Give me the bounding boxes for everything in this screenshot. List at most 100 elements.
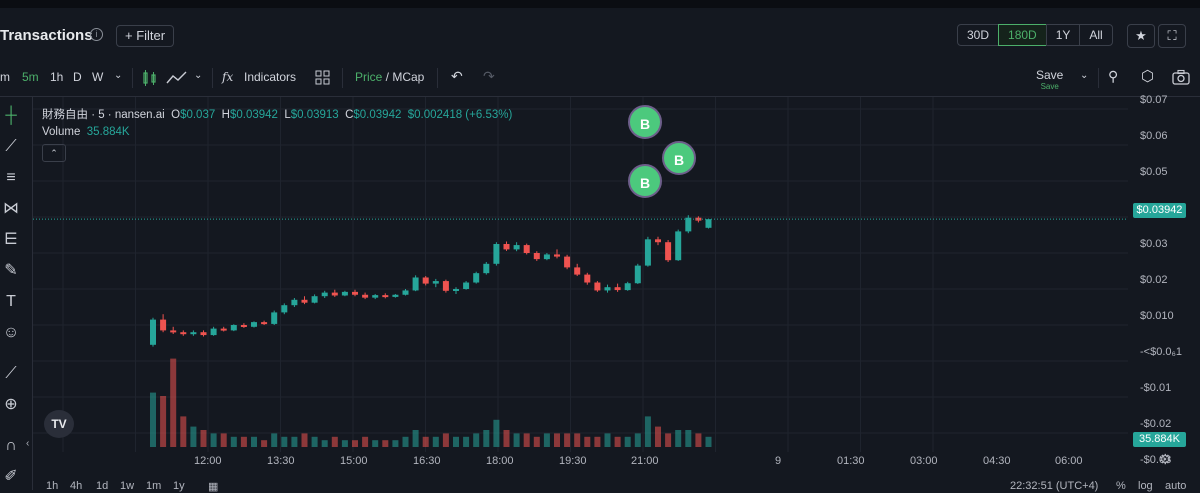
brush-icon[interactable]: ✎ — [4, 262, 18, 279]
price-label: Price — [355, 70, 383, 84]
line-chart-icon[interactable] — [166, 70, 188, 86]
candle — [220, 326, 227, 332]
last-volume-tag: 35.884K — [1133, 432, 1186, 447]
volume-bar — [655, 426, 661, 447]
clock-label[interactable]: 22:32:51 (UTC+4) — [1010, 480, 1099, 492]
calendar-icon[interactable]: ▦ — [208, 481, 219, 493]
buy-marker[interactable]: B — [662, 141, 696, 175]
range-1d-button[interactable]: 1d — [96, 480, 109, 492]
volume-bar — [584, 436, 591, 447]
range-30d-button[interactable]: 30D — [957, 24, 1000, 46]
candle-body — [442, 281, 449, 291]
x-tick: 04:30 — [983, 455, 1011, 467]
candle-body — [705, 219, 712, 228]
candle-body — [271, 312, 278, 324]
horizontal-lines-icon[interactable]: ≡ — [6, 169, 16, 186]
save-button[interactable]: Save Save — [1036, 68, 1063, 91]
save-chevron-icon[interactable]: ⌄ — [1080, 70, 1089, 81]
magnet-icon[interactable]: ∩ — [5, 437, 17, 454]
range-1y-button[interactable]: 1y — [173, 480, 185, 492]
interval-w[interactable]: W — [92, 70, 104, 84]
interval-5m[interactable]: 5m — [22, 70, 39, 84]
divider — [212, 68, 213, 88]
volume-bar — [261, 440, 268, 447]
volume-bar — [220, 433, 227, 447]
volume-bar — [705, 436, 712, 447]
drawing-toolbar: ┼ ⟋ ≡ ⋈ ⋿ ✎ T ☺ ⟋ ⊕ ∩ ✐ — [0, 97, 33, 490]
volume-bar — [463, 436, 470, 447]
range-180d-button[interactable]: 180D — [998, 24, 1047, 46]
star-icon[interactable]: ★ — [1127, 24, 1155, 48]
candle-body — [402, 290, 409, 295]
pattern-icon[interactable]: ⋈ — [3, 200, 19, 217]
candle — [240, 323, 247, 328]
candle — [331, 289, 338, 297]
x-tick: 16:30 — [413, 455, 441, 467]
candle — [230, 324, 237, 332]
candle-body — [584, 274, 591, 283]
candle-body — [422, 277, 429, 284]
y-tick: $0.06 — [1140, 130, 1168, 142]
quick-search-icon[interactable]: ⚲ — [1108, 68, 1119, 84]
candle — [422, 276, 429, 286]
candle — [362, 292, 369, 300]
volume-bar — [150, 392, 156, 447]
range-1y-button[interactable]: 1Y — [1045, 24, 1081, 46]
candle-body — [493, 244, 500, 264]
auto-toggle[interactable]: auto — [1165, 480, 1187, 492]
close-key: C — [345, 109, 354, 121]
candle — [695, 216, 702, 223]
range-4h-button[interactable]: 4h — [70, 480, 83, 492]
trend-line-icon[interactable]: ⟋ — [5, 138, 17, 155]
candles-icon[interactable] — [142, 70, 158, 86]
volume-bar — [210, 433, 217, 447]
ruler-icon[interactable]: ⟋ — [5, 365, 17, 382]
layout-grid-icon[interactable] — [315, 70, 331, 86]
price-mcap-toggle[interactable]: Price / MCap — [355, 70, 424, 84]
tradingview-logo[interactable]: TV — [44, 410, 74, 438]
collapse-toolbar-icon[interactable]: ‹ — [26, 438, 30, 449]
crosshair-icon[interactable]: ┼ — [5, 107, 17, 124]
axis-settings-icon[interactable]: ⚙ — [1159, 451, 1172, 467]
volume-legend: Volume 35.884K — [42, 126, 130, 138]
settings-icon[interactable]: ⬡ — [1141, 68, 1155, 85]
indicators-button[interactable]: Indicators — [244, 70, 297, 84]
zoom-in-icon[interactable]: ⊕ — [4, 396, 18, 413]
chevron-down-icon[interactable]: ⌄ — [114, 70, 123, 81]
candle-body — [251, 322, 257, 327]
volume-bar — [230, 436, 237, 447]
price-chart[interactable] — [33, 97, 1133, 452]
text-icon[interactable]: T — [6, 293, 16, 310]
chart-type-chevron-icon[interactable]: ⌄ — [194, 70, 203, 81]
fullscreen-icon[interactable]: ⛶ — [1158, 24, 1186, 48]
collapse-legend-button[interactable]: ⌃ — [42, 144, 66, 162]
fx-icon[interactable]: fx — [222, 70, 234, 84]
percent-toggle[interactable]: % — [1116, 480, 1126, 492]
redo-icon[interactable]: ↷ — [483, 68, 495, 84]
interval-d[interactable]: D — [73, 70, 82, 84]
filter-button[interactable]: + Filter — [116, 25, 175, 47]
range-1w-button[interactable]: 1w — [120, 480, 135, 492]
candle-body — [432, 281, 439, 284]
log-toggle[interactable]: log — [1138, 480, 1153, 492]
interval-m[interactable]: m — [0, 70, 10, 84]
lock-drawings-icon[interactable]: ✐ — [4, 468, 18, 485]
volume-bar — [412, 430, 419, 447]
candle-body — [190, 332, 197, 335]
emoji-icon[interactable]: ☺ — [2, 324, 20, 341]
range-1m-button[interactable]: 1m — [146, 480, 162, 492]
open-value: $0.037 — [180, 109, 216, 121]
candle-body — [180, 332, 187, 335]
undo-icon[interactable]: ↶ — [451, 68, 463, 84]
buy-marker[interactable]: B — [628, 164, 662, 198]
info-icon[interactable]: i — [90, 28, 103, 41]
candle-body — [200, 332, 207, 336]
camera-icon[interactable] — [1171, 69, 1191, 87]
range-all-button[interactable]: All — [1079, 24, 1113, 46]
candle-body — [564, 256, 571, 268]
fib-icon[interactable]: ⋿ — [4, 231, 18, 248]
buy-marker[interactable]: B — [628, 105, 662, 139]
candle — [624, 281, 631, 291]
range-1h-button[interactable]: 1h — [46, 480, 59, 492]
interval-1h[interactable]: 1h — [50, 70, 64, 84]
